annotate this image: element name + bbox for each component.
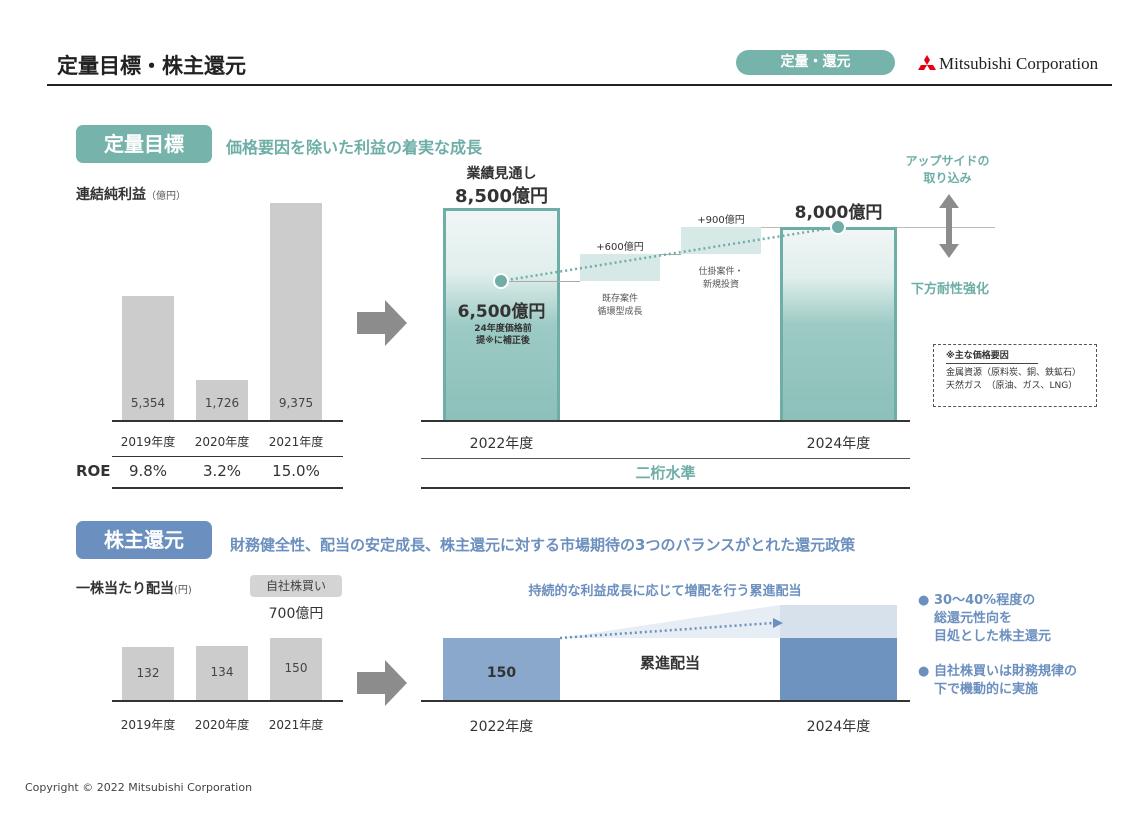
dps-label: 一株当たり配当(円): [76, 581, 192, 597]
progressive-dividend-chart: [443, 605, 897, 700]
bullet-line: 30～40%程度の: [934, 593, 1036, 608]
progressive-headline: 持続的な利益成長に応じて増配を行う累進配当: [528, 584, 802, 599]
dps-year-label: 2020年度: [194, 718, 250, 732]
dps-bar: 134: [196, 646, 248, 700]
dps-bar-value: 134: [210, 665, 234, 679]
year-2024: 2024年度: [806, 436, 871, 452]
step2-label: 仕掛案件・ 新規投資: [698, 267, 744, 290]
returns-axis: [421, 700, 910, 702]
targets-axis: [421, 420, 910, 422]
adjusted-note: 24年度価格前提※に補正後: [474, 324, 532, 346]
roe-target-level: 二桁水準: [635, 464, 696, 482]
net-income-axis: [112, 420, 343, 422]
roe-label: ROE: [76, 462, 111, 480]
header-divider: [47, 84, 1112, 86]
downside-label: 下方耐性強化: [910, 282, 989, 297]
roe-bottom-line: [112, 487, 343, 489]
step1-value: +600億円: [596, 242, 644, 253]
bullet-line: 総還元性向を: [934, 611, 1013, 626]
arrow-right-icon: [357, 300, 407, 350]
bar-2024-target: [780, 227, 897, 420]
dps-bar: 132: [122, 647, 174, 700]
growth-trend-line: [493, 219, 846, 289]
dps-year-label: 2021年度: [268, 718, 324, 732]
year-2022: 2022年度: [469, 436, 534, 452]
section-tag: 定量・還元: [736, 50, 895, 75]
company-name: Mitsubishi Corporation: [939, 54, 1099, 73]
targets-headline: 価格要因を除いた利益の着実な成長: [226, 138, 483, 157]
bar-2022-forecast: [443, 208, 560, 420]
up-down-arrow-icon: [938, 194, 960, 262]
dps-bar-value: 132: [136, 665, 160, 680]
returns-year-2024: 2024年度: [806, 719, 871, 735]
forecast-value: 8,500億円: [455, 186, 548, 207]
net-income-bar-value: 1,726: [204, 395, 240, 410]
adjusted-value: 6,500億円: [457, 302, 546, 322]
bullet-dot-icon: ●: [918, 593, 930, 608]
returns-year-2022: 2022年度: [469, 719, 534, 735]
dps-bar-value: 150: [284, 661, 308, 675]
bullet-line: 自社株買いは財務規律の: [934, 664, 1078, 679]
returns-badge: 株主還元: [76, 521, 212, 559]
bullet-dot-icon: ●: [918, 664, 930, 679]
forecast-label: 業績見通し: [466, 166, 537, 182]
price-factor-legend: ※主な価格要因 金属資源（原料炭、銅、鉄鉱石） 天然ガス （原油、ガス、LNG）: [933, 344, 1097, 407]
upside-label: アップサイドの 取り込み: [905, 154, 990, 185]
roe-value: 15.0%: [272, 462, 320, 480]
net-income-bar-value: 5,354: [130, 395, 166, 410]
mitsubishi-logo-icon: [916, 55, 938, 77]
net-income-bar-value: 9,375: [278, 396, 314, 410]
bullet-line: 下で機動的に実施: [934, 682, 1039, 697]
net-income-year-label: 2020年度: [194, 435, 250, 449]
target-value: 8,000億円: [794, 203, 883, 223]
bullet-2: ● 自社株買いは財務規律の 下で機動的に実施: [918, 663, 1077, 699]
roe-value: 3.2%: [202, 462, 242, 480]
targets-badge: 定量目標: [76, 125, 212, 163]
returns-headline: 財務健全性、配当の安定成長、株主還元に対する市場期待の3つのバランスがとれた還元…: [230, 536, 856, 554]
bullet-line: 目処とした株主還元: [934, 629, 1052, 644]
page-title: 定量目標・株主還元: [57, 54, 246, 78]
copyright: Copyright © 2022 Mitsubishi Corporation: [25, 781, 253, 794]
roe-target-bottom-line: [421, 487, 910, 489]
buyback-value: 700億円: [268, 606, 324, 622]
roe-value: 9.8%: [128, 462, 168, 480]
step-baseline: [500, 281, 580, 282]
net-income-bar: 9,375: [270, 203, 322, 420]
net-income-year-label: 2019年度: [120, 435, 176, 449]
step1-label: 既存案件 循環型成長: [597, 294, 643, 317]
net-income-label: 連結純利益（億円）: [76, 187, 186, 203]
progressive-label: 累進配当: [639, 654, 700, 672]
dps-year-label: 2019年度: [120, 718, 176, 732]
roe-divider: [112, 456, 343, 457]
bar-2024-dividend: [780, 638, 897, 700]
step-existing: [580, 254, 660, 281]
buyback-label: 自社株買い: [250, 575, 342, 597]
net-income-bar: 5,354: [122, 296, 174, 420]
roe-target-top-line: [421, 458, 910, 459]
dps-axis: [112, 700, 343, 702]
step2-value: +900億円: [697, 215, 745, 226]
net-income-bar: 1,726: [196, 380, 248, 420]
net-income-year-label: 2021年度: [268, 435, 324, 449]
bar-2022-dividend: [443, 638, 560, 700]
dps-bar: 150: [270, 638, 322, 700]
bar-2022-dividend-value: 150: [486, 665, 517, 681]
bullet-1: ● 30～40%程度の 総還元性向を目処とした株主還元: [918, 592, 1051, 646]
arrow-right-icon: [357, 660, 407, 710]
